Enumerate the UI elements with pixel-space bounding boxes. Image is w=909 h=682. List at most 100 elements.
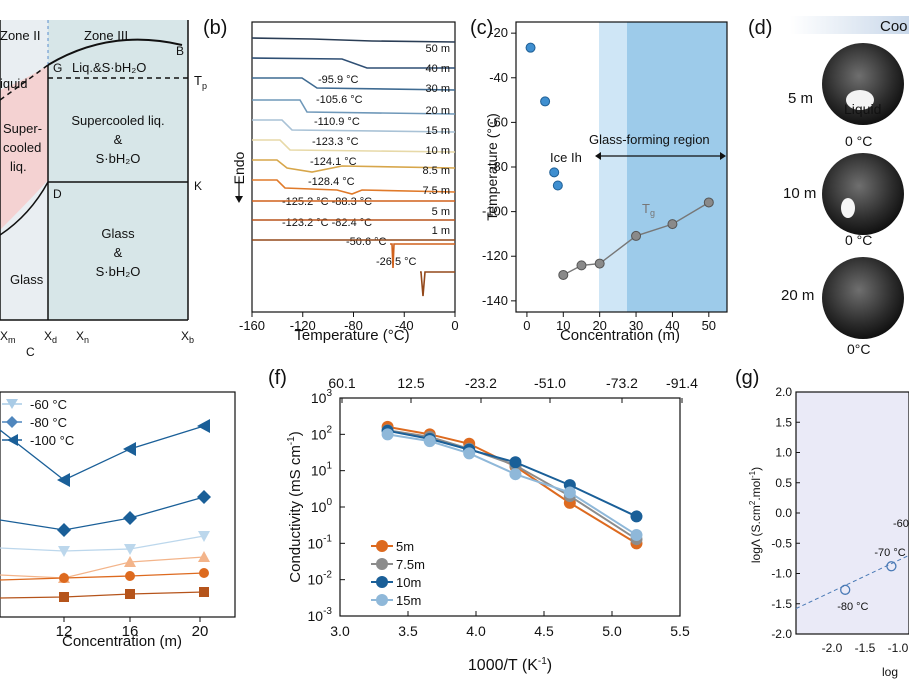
- supercooled-left-2: cooled: [3, 140, 41, 155]
- f-top-tick-label: -23.2: [465, 375, 497, 391]
- b-peak-label: -123.3 °C: [312, 136, 359, 148]
- f-y-tick-exp: -2: [323, 570, 332, 581]
- f-top-tick-label: 12.5: [397, 375, 424, 391]
- f-y-tick-label: 10-2: [308, 570, 333, 588]
- f-y-tick-base: 10: [311, 390, 327, 406]
- f-series-line: [387, 429, 638, 541]
- f-point: [423, 435, 436, 448]
- g-point-label: -70 °C: [874, 547, 905, 559]
- f-x-tick-label: 4.5: [534, 623, 554, 639]
- b-peak-label: -95.9 °C: [318, 74, 359, 86]
- point-g: G: [53, 61, 62, 75]
- g-x-tick-label: -1.0: [888, 641, 909, 655]
- f-point: [563, 486, 576, 499]
- x-axis-label-c: C: [26, 345, 35, 359]
- panel-e-line: Concentration (m) 12 16 20 -60 °C -80 °C -100…: [0, 391, 236, 650]
- c-tm-point: [540, 96, 551, 107]
- f-y-tick-exp: -3: [323, 606, 332, 617]
- liquid-drop: [841, 198, 855, 218]
- panel-b-ylabel: Endo: [231, 151, 247, 184]
- f-x-tick-label: 3.0: [330, 623, 350, 639]
- f-point: [630, 510, 643, 523]
- g-y-tick-label: 1.5: [775, 415, 792, 429]
- row-5m-temp: 0 °C: [845, 133, 872, 149]
- c-y-tick-label: -40: [489, 70, 508, 85]
- c-x-tick-label: 50: [702, 318, 716, 333]
- b-peak-label: -125.2 °C -88.3 °C: [282, 196, 372, 208]
- f-point: [463, 447, 476, 460]
- e-point: [123, 511, 137, 525]
- e-x-tick-label: 16: [122, 623, 139, 640]
- arrow-right-head: [720, 152, 726, 160]
- f-y-tick-exp: 1: [326, 461, 332, 472]
- f-y-tick-base: 10: [311, 499, 327, 515]
- inset-liquid: Liquid: [844, 101, 881, 117]
- b-curve-label: 50 m: [426, 43, 450, 55]
- f-legend-marker: [376, 576, 388, 588]
- e-legend-label: -100 °C: [30, 433, 74, 448]
- b-dsc-curve: [252, 139, 456, 153]
- b-dsc-curve: [252, 77, 456, 91]
- row-20m-label: 20 m: [781, 287, 814, 304]
- annot-glass-forming: Glass-forming region: [589, 132, 710, 147]
- b-spike-1m: [420, 271, 455, 297]
- c-tg-point: [558, 269, 569, 280]
- e-point: [57, 473, 70, 487]
- c-tg-point: [667, 219, 678, 230]
- f-top-tick-label: -73.2: [606, 375, 638, 391]
- b-dsc-curve: [252, 99, 456, 115]
- panel-label-g: (g): [735, 367, 759, 389]
- b-curve-label: 1 m: [432, 225, 450, 237]
- b-spike-5m: [390, 243, 455, 269]
- annot-ice: Ice Ih: [550, 150, 582, 165]
- f-x-tick-label: 3.5: [398, 623, 418, 639]
- b-x-tick-label: -80: [344, 318, 363, 333]
- glass-forming-region: [627, 22, 727, 312]
- panel-f-conductivity: Conductivity (mS cm-1) 1000/T (K-1) 3.0 3…: [286, 375, 698, 674]
- row-10m-temp: 0 °C: [845, 232, 872, 248]
- f-y-tick-label: 100: [311, 497, 333, 515]
- panel-f-ylabel: Conductivity (mS cm-1): [286, 431, 304, 582]
- e-point: [197, 490, 211, 504]
- b-x-tick-label: -40: [395, 318, 414, 333]
- c-y-tick-label: -120: [482, 248, 508, 263]
- f-y-tick-base: 10: [308, 572, 324, 588]
- panel-d-header: [790, 16, 909, 34]
- g-point-label: -60: [893, 518, 909, 530]
- e-series-line: [0, 496, 205, 531]
- b-peak-label: -26.5 °C: [376, 256, 417, 268]
- x-tick-xn: Xn: [76, 329, 89, 345]
- e-legend-marker: [6, 399, 18, 409]
- f-y-tick-base: 10: [311, 426, 327, 442]
- b-dsc-curve: [251, 37, 456, 43]
- f-y-tick-base: 10: [311, 463, 327, 479]
- f-legend-label: 7.5m: [396, 557, 425, 572]
- b-curve-label: 40 m: [426, 63, 450, 75]
- c-x-tick-label: 20: [592, 318, 606, 333]
- f-legend-label: 15m: [396, 593, 421, 608]
- g-point: [886, 561, 897, 572]
- ice-region: [599, 22, 627, 312]
- f-legend-marker: [376, 594, 388, 606]
- e-point: [198, 551, 210, 562]
- point-b: B: [176, 44, 184, 58]
- b-dsc-curve: [252, 179, 456, 195]
- c-y-tick-label: -100: [482, 204, 508, 219]
- e-point: [58, 546, 70, 557]
- panel-d-title: Coo: [880, 18, 908, 35]
- b-peak-label: -128.4 °C: [308, 176, 355, 188]
- c-y-tick-label: -20: [489, 25, 508, 40]
- f-legend-label: 5m: [396, 539, 414, 554]
- f-x-tick-label: 4.0: [466, 623, 486, 639]
- e-point: [59, 573, 69, 583]
- g-y-tick-label: 2.0: [775, 385, 792, 399]
- dish-10m-image: [822, 153, 904, 235]
- panel-b-xlabel: Temperature (°C): [294, 327, 409, 344]
- e-point: [125, 589, 135, 599]
- x-tick-xm: Xm: [0, 329, 16, 345]
- c-tm-point: [549, 167, 560, 178]
- f-series-line: [387, 429, 637, 518]
- f-point: [630, 528, 643, 541]
- b-curve-label: 7.5 m: [422, 185, 450, 197]
